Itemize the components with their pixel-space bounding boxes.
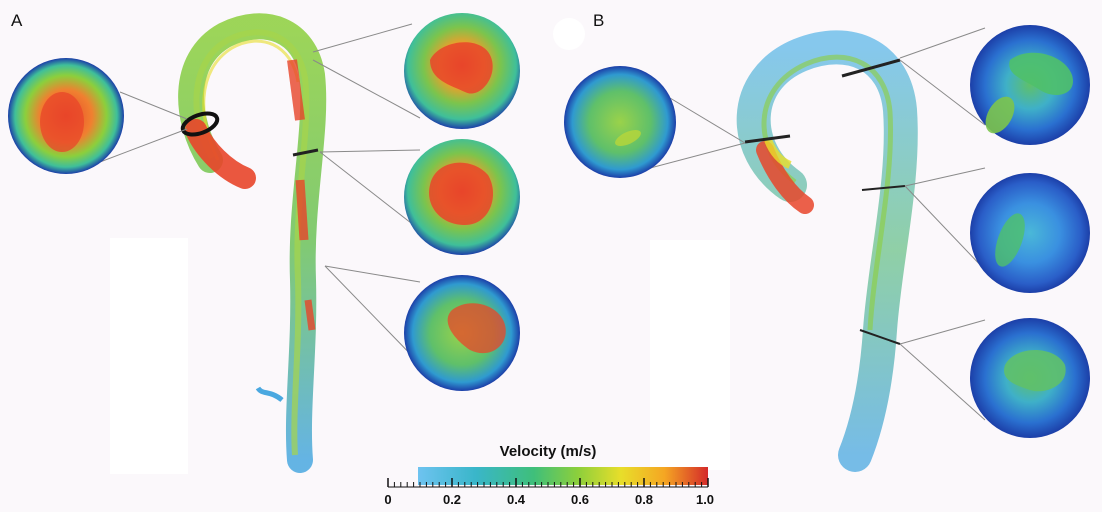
colorbar (387, 467, 709, 488)
cross-section-a-arch (404, 13, 520, 129)
cross-section-a-descending-upper (404, 139, 520, 255)
colorbar-tick-label: 0.4 (506, 492, 526, 507)
colorbar-tick-label: 0.8 (634, 492, 654, 507)
aorta-streamlines-b (736, 30, 918, 472)
blank-patch-top (553, 18, 585, 50)
cross-section-a-descending-lower (404, 275, 520, 391)
cross-section-b-arch (970, 25, 1090, 145)
cross-section-b-ascending (564, 66, 676, 178)
panel-label-a: A (11, 11, 23, 30)
colorbar-title: Velocity (m/s) (499, 443, 597, 460)
cross-section-b-descending-upper (970, 173, 1090, 293)
colorbar-tick-label: 0.2 (442, 492, 462, 507)
cross-section-b-descending-lower (970, 318, 1090, 438)
colorbar-tick-label: 0.6 (570, 492, 590, 507)
blank-patch-right (650, 240, 730, 470)
connector-lines-a (99, 23, 421, 365)
connector-lines-b (634, 27, 986, 421)
aorta-streamlines-a (178, 13, 327, 473)
panel-label-b: B (593, 11, 605, 30)
colorbar-tick-label: 0 (384, 492, 392, 507)
cross-section-a-ascending (8, 58, 124, 174)
colorbar-ticks (387, 478, 709, 487)
colorbar-tick-label: 1.0 (695, 492, 715, 507)
blank-patch-left (110, 238, 188, 474)
